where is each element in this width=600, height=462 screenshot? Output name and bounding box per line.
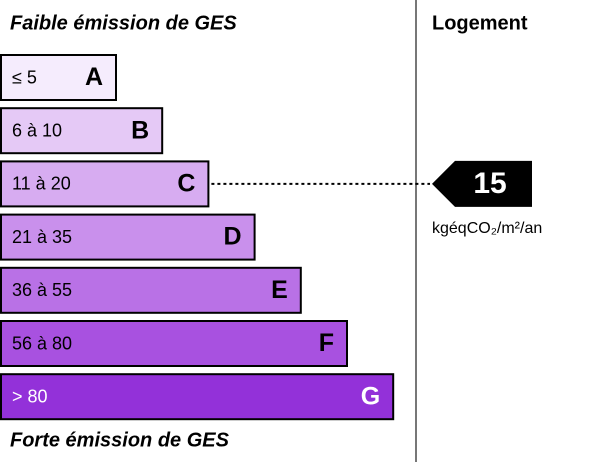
class-bar bbox=[0, 320, 348, 367]
indicator-arrow bbox=[432, 160, 532, 207]
indicator-value: 15 bbox=[473, 167, 506, 200]
class-letter: D bbox=[224, 223, 242, 251]
class-range: 11 à 20 bbox=[12, 174, 71, 194]
class-bar bbox=[0, 54, 117, 101]
class-letter: B bbox=[131, 116, 149, 144]
class-bar bbox=[0, 373, 395, 421]
class-bar bbox=[0, 213, 256, 261]
top-label: Faible émission de GES bbox=[10, 12, 237, 34]
class-range: 6 à 10 bbox=[12, 120, 62, 140]
bottom-label: Forte émission de GES bbox=[10, 429, 230, 451]
class-letter: E bbox=[271, 276, 288, 304]
column-title: Logement bbox=[432, 12, 528, 34]
class-bar bbox=[0, 266, 302, 314]
class-range: 21 à 35 bbox=[12, 227, 72, 247]
indicator-unit: kgéqCO₂/m²/an bbox=[432, 220, 542, 237]
class-letter: C bbox=[177, 170, 195, 198]
class-letter: F bbox=[319, 329, 334, 357]
class-letter: G bbox=[361, 382, 380, 410]
class-range: > 80 bbox=[12, 386, 48, 406]
class-bar bbox=[0, 107, 164, 155]
class-range: 36 à 55 bbox=[12, 280, 72, 300]
class-range: 56 à 80 bbox=[12, 333, 72, 353]
class-range: ≤ 5 bbox=[12, 67, 37, 87]
class-letter: A bbox=[85, 63, 103, 91]
class-bar bbox=[0, 160, 210, 208]
